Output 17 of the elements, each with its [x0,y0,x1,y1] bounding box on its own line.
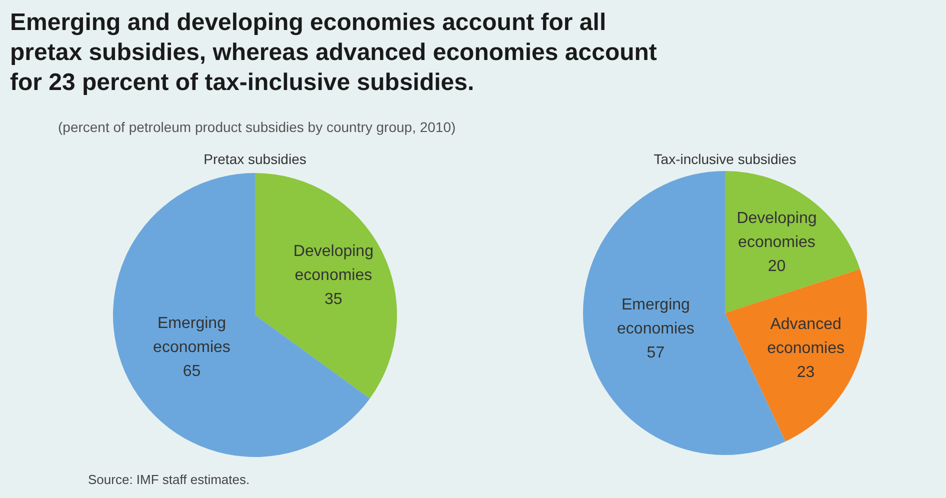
slice-label: Emerging economies [617,296,694,338]
source-note: Source: IMF staff estimates. [88,472,250,487]
slice-label: Developing economies [293,243,374,284]
data-label: 57 [646,344,665,362]
slice-label: Developing economies [736,210,817,251]
data-label: 23 [796,364,815,381]
slice-label: Advanced economies [767,316,844,357]
slice-label: Emerging economies [153,315,230,356]
text: Emerging and developing economies account for all pretax subsidies, whereas advanced economies account for 23 percent of tax-inclusive subsidies. [10,9,657,96]
chart-title: Tax-inclusive subsidies [654,151,796,167]
data-label: 20 [768,258,786,275]
text: (percent of petroleum product subsidies by country group, 2010) [58,119,456,135]
pie-slice [725,171,860,313]
data-label: 65 [182,363,201,380]
data-label: 35 [324,291,342,308]
pie-slice [255,173,397,398]
chart-title: Pretax subsidies [204,151,306,167]
